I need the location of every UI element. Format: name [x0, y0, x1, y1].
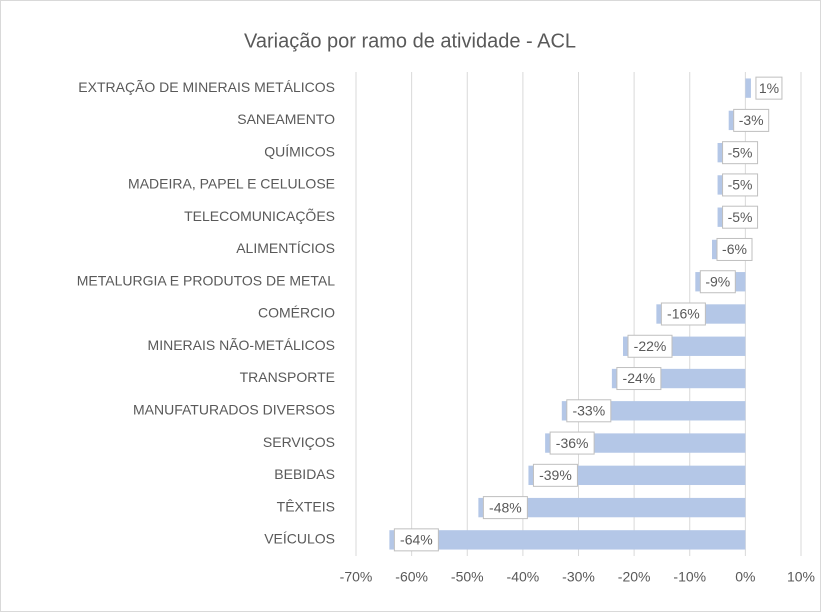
value-label: -48% [489, 499, 522, 515]
value-label: -64% [400, 532, 433, 548]
y-tick-label: MADEIRA, PAPEL E CELULOSE [128, 176, 335, 192]
value-label: -24% [623, 370, 656, 386]
value-label-box [660, 302, 706, 326]
value-label-box [722, 173, 759, 197]
value-label-box [482, 496, 528, 520]
value-label-box [616, 367, 662, 391]
x-tick-label: -70% [340, 569, 373, 585]
x-tick-label: -50% [451, 569, 484, 585]
bar [545, 433, 746, 453]
y-tick-label: MANUFATURADOS DIVERSOS [133, 402, 335, 418]
y-tick-label: VEÍCULOS [264, 531, 335, 547]
y-tick-label: METALURGIA E PRODUTOS DE METAL [77, 272, 335, 288]
value-label-box [722, 205, 759, 229]
y-tick-label: TÊXTEIS [277, 498, 335, 514]
y-tick-label: TRANSPORTE [240, 369, 335, 385]
x-tick-label: 10% [787, 569, 815, 585]
value-label: -33% [572, 403, 605, 419]
value-label: -5% [728, 209, 753, 225]
value-label-box [627, 334, 673, 358]
value-label-box [393, 528, 439, 552]
value-label-box [699, 270, 736, 294]
value-label: -22% [634, 338, 667, 354]
value-label-box [566, 399, 612, 423]
y-tick-label: EXTRAÇÃO DE MINERAIS METÁLICOS [78, 79, 335, 95]
y-tick-label: ALIMENTÍCIOS [236, 240, 335, 256]
value-label: -36% [556, 435, 589, 451]
bar [389, 530, 746, 550]
value-label: -39% [539, 467, 572, 483]
y-tick-label: QUÍMICOS [264, 143, 335, 159]
value-label-box [549, 431, 595, 455]
value-label: 1% [759, 80, 779, 96]
value-label-box [733, 108, 770, 132]
value-label: -16% [667, 306, 700, 322]
y-tick-label: MINERAIS NÃO-METÁLICOS [148, 337, 335, 353]
value-label-box [716, 237, 753, 261]
chart-title: Variação por ramo de atividade - ACL [244, 30, 576, 52]
bar [745, 78, 751, 98]
value-label-box [532, 463, 578, 487]
value-label: -5% [728, 144, 753, 160]
bar [528, 465, 746, 486]
y-tick-label: TELECOMUNICAÇÕES [184, 208, 335, 224]
x-tick-label: -40% [507, 569, 540, 585]
x-tick-label: -60% [395, 569, 428, 585]
value-label-box [722, 141, 759, 165]
y-tick-label: COMÉRCIO [258, 305, 335, 321]
y-tick-label: SANEAMENTO [237, 111, 335, 127]
x-tick-label: -20% [618, 569, 651, 585]
x-tick-label: -10% [673, 569, 706, 585]
value-label-box [755, 76, 783, 100]
y-tick-label: SERVIÇOS [263, 434, 335, 450]
value-label: -5% [728, 177, 753, 193]
value-label: -9% [705, 273, 730, 289]
x-tick-label: -30% [562, 569, 595, 585]
bar [478, 497, 746, 518]
value-label: -6% [722, 241, 747, 257]
y-tick-label: BEBIDAS [274, 466, 335, 482]
value-label: -3% [739, 112, 764, 128]
x-tick-label: 0% [735, 569, 755, 585]
